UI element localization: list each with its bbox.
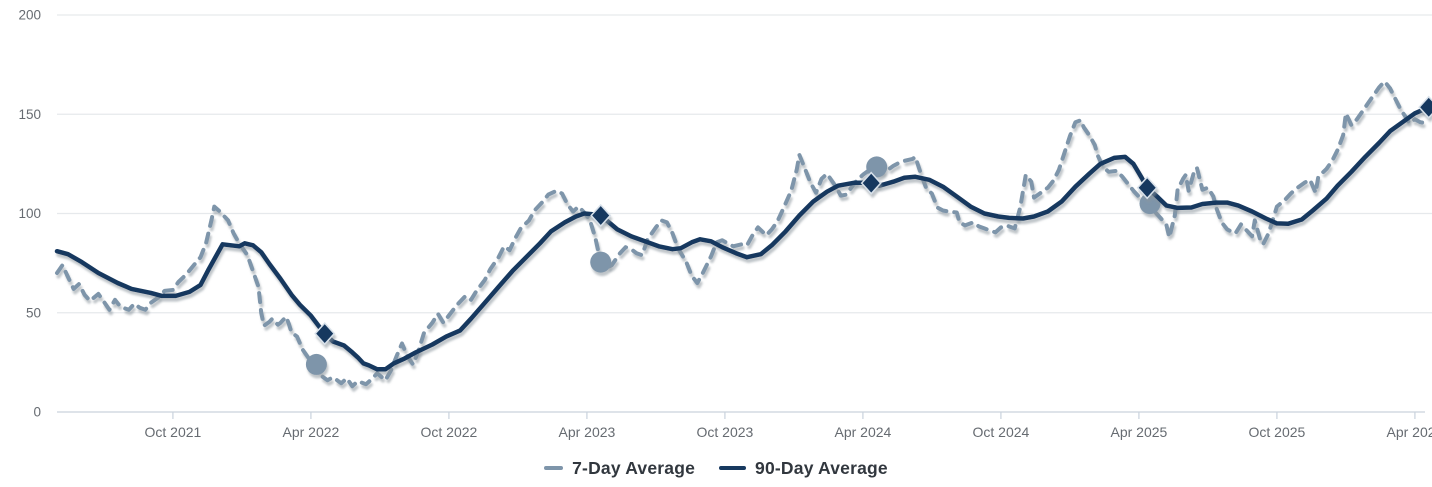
series-90day-line — [54, 105, 1431, 372]
ninety-day-marker-diamond — [590, 203, 612, 228]
ninety-day-marker-diamond — [1136, 176, 1158, 200]
gridlines — [57, 14, 1432, 413]
chart-svg: 0 50 100 150 200 Oct 2021 Apr 2022 Oct 2022 Apr… — [18, 8, 1432, 440]
y-tick-label: 50 — [26, 305, 41, 320]
series-7day-line — [55, 79, 1428, 389]
seven-day-marker-circle — [1139, 193, 1161, 215]
y-tick-label: 200 — [18, 8, 41, 23]
x-tick-label: Apr 2022 — [283, 424, 340, 440]
seven-day-marker-circle — [590, 251, 612, 273]
legend-swatch-90day — [719, 466, 747, 470]
legend: 7-Day Average 90-Day Average — [0, 451, 1432, 485]
x-tick-label: Apr 2024 — [835, 424, 892, 440]
x-tick-label: Oct 2025 — [1249, 424, 1306, 440]
x-tick-label: Apr 2026 — [1387, 424, 1432, 440]
ninety-day-marker-diamond — [860, 171, 882, 195]
x-tick-label: Apr 2025 — [1111, 424, 1168, 440]
legend-label-90day: 90-Day Average — [755, 457, 888, 478]
ninety-day-average-line — [54, 105, 1431, 372]
ninety-day-marker-diamond — [314, 321, 336, 346]
x-axis-labels: Oct 2021 Apr 2022 Oct 2022 Apr 2023 Oct 2023… — [145, 424, 1432, 440]
y-tick-label: 150 — [18, 107, 41, 122]
seven-day-marker-circle — [305, 353, 327, 375]
x-tick-label: Apr 2023 — [559, 424, 616, 440]
legend-item-90day-average[interactable]: 90-Day Average — [719, 458, 888, 479]
series-7day-markers — [305, 156, 1161, 375]
y-tick-label: 0 — [33, 405, 41, 420]
legend-label-7day: 7-Day Average — [572, 457, 696, 478]
x-tick-label: Oct 2021 — [145, 424, 202, 440]
x-axis-ticks — [172, 412, 1416, 419]
seven-day-average-line — [55, 79, 1428, 389]
x-tick-label: Oct 2022 — [421, 424, 478, 440]
x-tick-label: Oct 2024 — [973, 424, 1030, 440]
legend-item-7day-average[interactable]: 7-Day Average — [544, 458, 695, 479]
ninety-day-marker-diamond — [1418, 95, 1432, 119]
legend-swatch-7day — [544, 466, 564, 470]
series-90day-markers — [314, 95, 1432, 346]
y-axis-labels: 0 50 100 150 200 — [18, 8, 41, 420]
x-tick-label: Oct 2023 — [697, 424, 754, 440]
y-tick-label: 100 — [18, 206, 41, 221]
